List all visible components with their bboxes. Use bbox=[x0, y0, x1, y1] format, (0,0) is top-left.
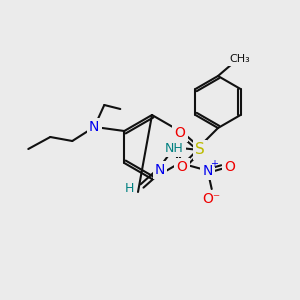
Text: N: N bbox=[89, 120, 100, 134]
Text: N: N bbox=[155, 163, 165, 177]
Text: S: S bbox=[195, 142, 205, 158]
Text: O: O bbox=[177, 160, 188, 174]
Text: CH₃: CH₃ bbox=[230, 54, 250, 64]
Text: NH: NH bbox=[165, 142, 183, 154]
Text: +: + bbox=[210, 159, 218, 169]
Text: H: H bbox=[124, 182, 134, 196]
Text: O⁻: O⁻ bbox=[202, 192, 221, 206]
Text: O: O bbox=[175, 126, 185, 140]
Text: N: N bbox=[202, 164, 213, 178]
Text: O: O bbox=[224, 160, 235, 174]
